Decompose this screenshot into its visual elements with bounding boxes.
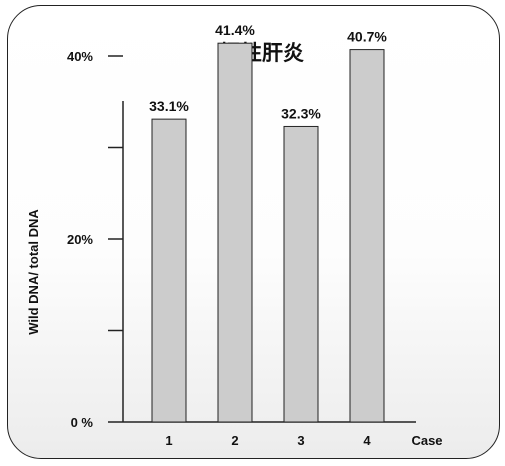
- bars: 33.1% 1 41.4% 2 32.3% 3 40.7% 4: [149, 22, 387, 448]
- bar: [151, 118, 187, 423]
- bar: [283, 125, 319, 423]
- y-tick-label: 40%: [67, 49, 93, 64]
- chart-frame: [7, 5, 500, 459]
- x-tick-label: 2: [231, 433, 238, 448]
- x-tick-label: 3: [297, 433, 304, 448]
- bar: [349, 49, 385, 423]
- x-tick-label: 4: [363, 433, 371, 448]
- y-tick-label: 20%: [67, 232, 93, 247]
- bar: [217, 42, 253, 423]
- bar-value-label: 33.1%: [149, 98, 189, 114]
- bar-value-label: 41.4%: [215, 22, 255, 38]
- y-tick-label: 0 %: [71, 415, 94, 430]
- x-tick-label: 1: [165, 433, 172, 448]
- bar-value-label: 40.7%: [347, 29, 387, 45]
- bar-value-label: 32.3%: [281, 105, 321, 121]
- y-axis-title: Wild DNA/ total DNA: [26, 209, 41, 335]
- x-axis-title: Case: [411, 433, 442, 448]
